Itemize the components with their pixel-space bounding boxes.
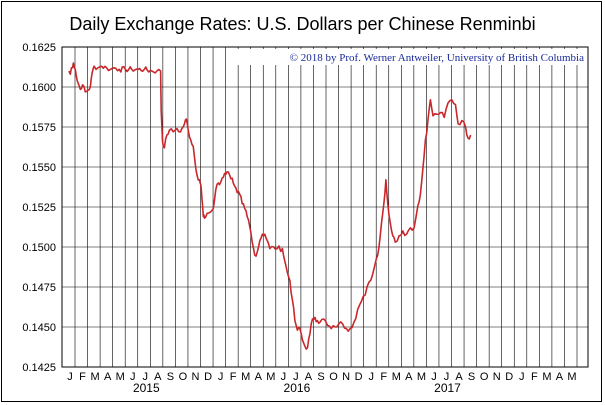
chart-title: Daily Exchange Rates: U.S. Dollars per C… xyxy=(69,14,536,34)
y-tick-label: 0.1525 xyxy=(22,202,56,214)
x-month-label: S xyxy=(317,371,324,383)
x-month-label: J xyxy=(143,371,149,383)
x-month-label: N xyxy=(342,371,350,383)
x-month-label: J xyxy=(218,371,224,383)
x-month-label: M xyxy=(116,371,125,383)
y-tick-label: 0.1425 xyxy=(22,362,56,374)
x-month-label: J xyxy=(431,371,437,383)
x-month-label: A xyxy=(556,371,564,383)
x-month-label: J xyxy=(293,371,299,383)
x-year-label: 2016 xyxy=(284,381,311,395)
plot-area xyxy=(61,46,589,368)
x-month-label: J xyxy=(444,371,450,383)
y-tick-label: 0.1625 xyxy=(22,42,56,54)
x-month-label: S xyxy=(167,371,174,383)
x-month-label: M xyxy=(392,371,401,383)
x-year-label: 2015 xyxy=(133,381,160,395)
y-tick-label: 0.1450 xyxy=(22,322,56,334)
x-month-label: M xyxy=(241,371,250,383)
x-month-label: J xyxy=(130,371,136,383)
x-month-label: N xyxy=(493,371,501,383)
x-month-label: D xyxy=(355,371,363,383)
exchange-rate-line xyxy=(68,62,472,350)
x-month-label: F xyxy=(79,371,86,383)
x-month-label: M xyxy=(542,371,551,383)
x-month-label: F xyxy=(531,371,538,383)
x-month-label: A xyxy=(154,371,162,383)
x-month-label: A xyxy=(255,371,263,383)
x-month-label: N xyxy=(192,371,200,383)
credit-background xyxy=(230,49,586,65)
x-month-label: A xyxy=(455,371,463,383)
x-month-label: A xyxy=(405,371,413,383)
x-month-label: J xyxy=(67,371,73,383)
x-month-label: A xyxy=(104,371,112,383)
credit-text: © 2018 by Prof. Werner Antweiler, Univer… xyxy=(290,52,584,64)
y-tick-label: 0.1600 xyxy=(22,82,56,94)
x-month-label: A xyxy=(305,371,313,383)
x-month-label: M xyxy=(417,371,426,383)
x-month-label: M xyxy=(91,371,100,383)
grid-lines xyxy=(62,46,588,368)
y-tick-label: 0.1500 xyxy=(22,242,56,254)
x-year-label: 2017 xyxy=(434,381,461,395)
y-axis-ticks: 0.1625 0.1600 0.1575 0.1550 0.1525 0.1500 0.14… xyxy=(22,42,56,374)
x-month-label: O xyxy=(179,371,188,383)
y-tick-label: 0.1475 xyxy=(22,282,56,294)
x-month-label: M xyxy=(567,371,576,383)
x-month-label: F xyxy=(380,371,387,383)
x-month-label: J xyxy=(368,371,374,383)
x-month-label: F xyxy=(230,371,237,383)
x-month-label: O xyxy=(480,371,489,383)
x-month-label: J xyxy=(519,371,525,383)
x-month-label: J xyxy=(281,371,287,383)
y-tick-label: 0.1550 xyxy=(22,162,56,174)
x-month-label: O xyxy=(329,371,338,383)
series-line xyxy=(68,62,472,350)
x-month-label: M xyxy=(266,371,275,383)
x-month-label: D xyxy=(204,371,212,383)
x-month-label: S xyxy=(468,371,475,383)
y-tick-label: 0.1575 xyxy=(22,122,56,134)
x-month-label: D xyxy=(505,371,513,383)
